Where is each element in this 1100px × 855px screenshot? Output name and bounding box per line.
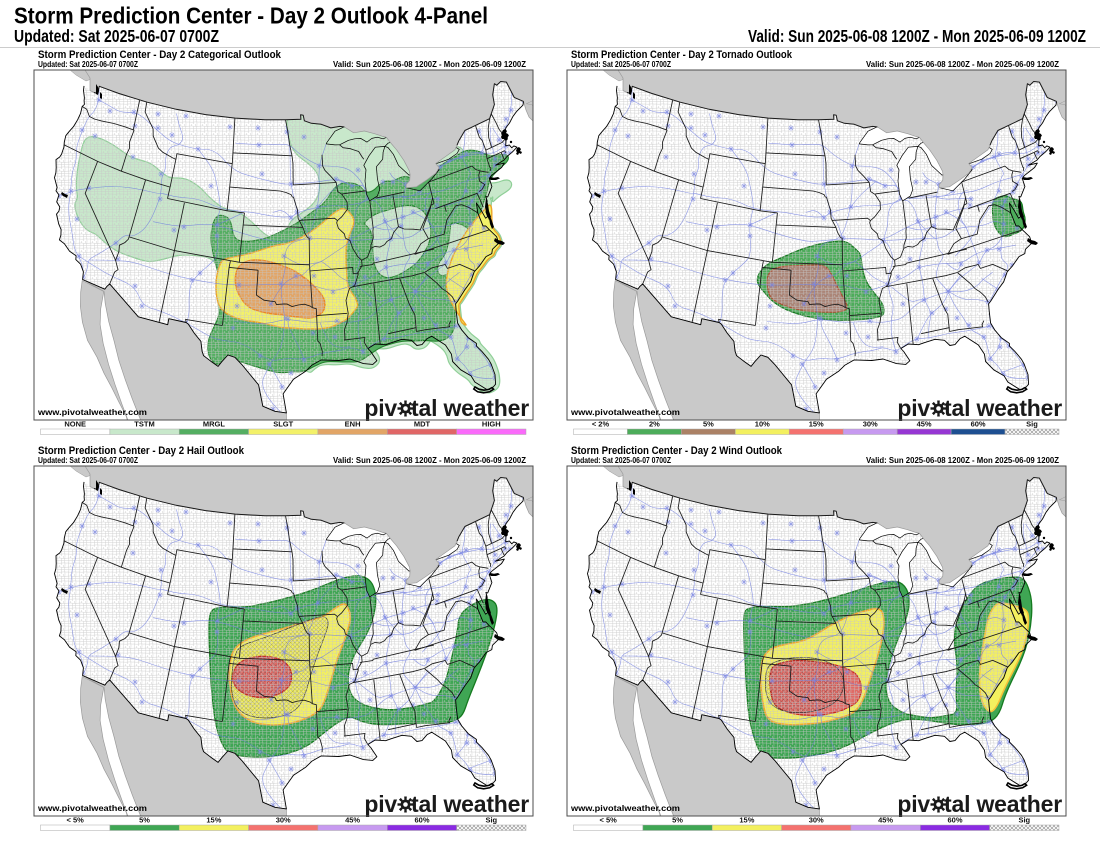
- svg-text:Updated: Sat 2025-06-07 0700Z: Updated: Sat 2025-06-07 0700Z: [571, 60, 671, 69]
- svg-text:tal weather: tal weather: [944, 395, 1062, 421]
- svg-text:Storm Prediction Center - Day: Storm Prediction Center - Day 2 Tornado …: [571, 49, 793, 61]
- svg-text:30%: 30%: [809, 816, 824, 825]
- svg-text:60%: 60%: [414, 816, 429, 825]
- svg-text:45%: 45%: [878, 816, 893, 825]
- svg-text:MDT: MDT: [414, 420, 431, 429]
- svg-text:MRGL: MRGL: [203, 420, 225, 429]
- svg-text:Storm Prediction Center - Day: Storm Prediction Center - Day 2 Wind Out…: [571, 445, 783, 457]
- svg-text:Updated: Sat 2025-06-07 0700Z: Updated: Sat 2025-06-07 0700Z: [14, 26, 219, 46]
- svg-text:15%: 15%: [809, 420, 824, 429]
- svg-text:Valid: Sun 2025-06-08 1200Z -: Valid: Sun 2025-06-08 1200Z - Mon 2025-0…: [866, 60, 1059, 69]
- svg-text:Updated: Sat 2025-06-07 0700Z: Updated: Sat 2025-06-07 0700Z: [571, 456, 671, 465]
- svg-text:Valid: Sun 2025-06-08 1200Z -: Valid: Sun 2025-06-08 1200Z - Mon 2025-0…: [866, 456, 1059, 465]
- svg-text:Valid: Sun 2025-06-08 1200Z -: Valid: Sun 2025-06-08 1200Z - Mon 2025-0…: [748, 26, 1086, 46]
- svg-text:NONE: NONE: [64, 420, 86, 429]
- svg-text:tal weather: tal weather: [411, 395, 529, 421]
- svg-text:10%: 10%: [755, 420, 770, 429]
- svg-text:SLGT: SLGT: [273, 420, 293, 429]
- svg-text:Sig: Sig: [485, 816, 497, 825]
- svg-text:15%: 15%: [206, 816, 221, 825]
- svg-text:TSTM: TSTM: [134, 420, 154, 429]
- svg-text:45%: 45%: [917, 420, 932, 429]
- svg-text:Valid: Sun 2025-06-08 1200Z -: Valid: Sun 2025-06-08 1200Z - Mon 2025-0…: [333, 456, 526, 465]
- svg-text:Sig: Sig: [1018, 816, 1030, 825]
- svg-text:Sig: Sig: [1026, 420, 1038, 429]
- svg-text:Valid: Sun 2025-06-08 1200Z -: Valid: Sun 2025-06-08 1200Z - Mon 2025-0…: [333, 60, 526, 69]
- svg-text:www.pivotalweather.com: www.pivotalweather.com: [37, 407, 148, 417]
- svg-text:www.pivotalweather.com: www.pivotalweather.com: [570, 803, 681, 813]
- svg-text:piv: piv: [364, 395, 397, 421]
- svg-text:60%: 60%: [971, 420, 986, 429]
- svg-text:tal weather: tal weather: [411, 791, 529, 817]
- svg-text:piv: piv: [897, 791, 930, 817]
- svg-text:30%: 30%: [863, 420, 878, 429]
- svg-text:piv: piv: [897, 395, 930, 421]
- svg-text:Storm Prediction Center - Day: Storm Prediction Center - Day 2 Categori…: [38, 49, 282, 61]
- svg-text:5%: 5%: [672, 816, 683, 825]
- svg-text:60%: 60%: [947, 816, 962, 825]
- svg-text:< 2%: < 2%: [592, 420, 610, 429]
- svg-text:Storm Prediction Center - Day: Storm Prediction Center - Day 2 Hail Out…: [38, 445, 245, 457]
- svg-text:www.pivotalweather.com: www.pivotalweather.com: [570, 407, 681, 417]
- svg-text:ENH: ENH: [345, 420, 361, 429]
- svg-text:30%: 30%: [276, 816, 291, 825]
- svg-text:piv: piv: [364, 791, 397, 817]
- svg-text:2%: 2%: [649, 420, 660, 429]
- svg-text:HIGH: HIGH: [482, 420, 501, 429]
- svg-text:45%: 45%: [345, 816, 360, 825]
- svg-text:Updated: Sat 2025-06-07 0700Z: Updated: Sat 2025-06-07 0700Z: [38, 456, 138, 465]
- svg-text:5%: 5%: [139, 816, 150, 825]
- svg-text:5%: 5%: [703, 420, 714, 429]
- svg-text:< 5%: < 5%: [67, 816, 85, 825]
- svg-text:15%: 15%: [739, 816, 754, 825]
- svg-text:< 5%: < 5%: [600, 816, 618, 825]
- svg-text:www.pivotalweather.com: www.pivotalweather.com: [37, 803, 148, 813]
- svg-text:Updated: Sat 2025-06-07 0700Z: Updated: Sat 2025-06-07 0700Z: [38, 60, 138, 69]
- svg-text:Storm Prediction Center - Day: Storm Prediction Center - Day 2 Outlook …: [14, 3, 488, 29]
- svg-text:tal weather: tal weather: [944, 791, 1062, 817]
